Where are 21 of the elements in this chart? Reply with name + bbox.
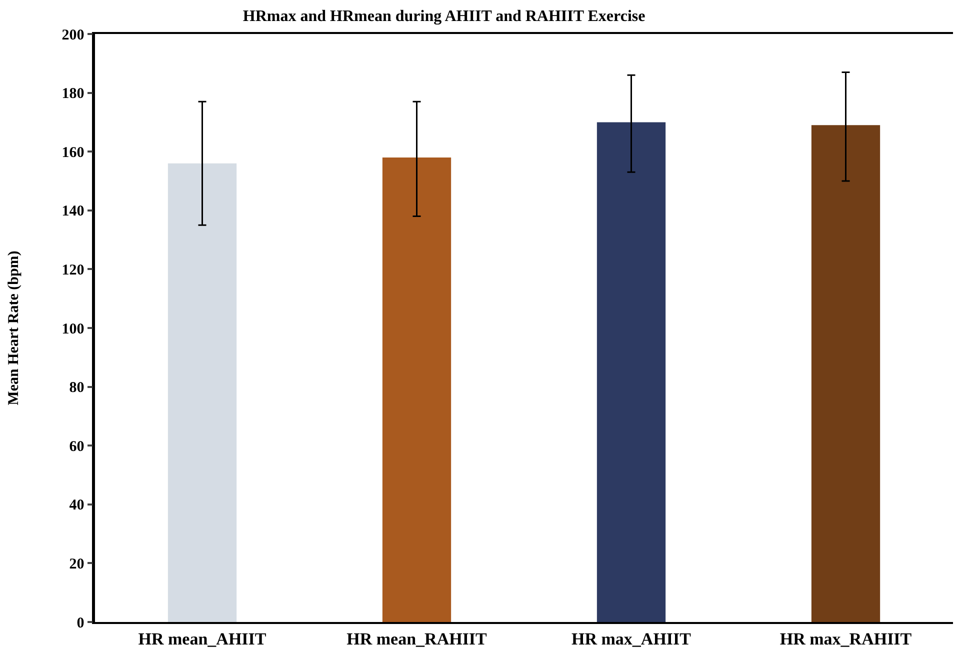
y-tick-label: 20 xyxy=(69,556,84,572)
x-tick-label: HR max_AHIIT xyxy=(572,629,692,648)
chart-title: HRmax and HRmean during AHIIT and RAHIIT Exercise xyxy=(242,8,646,26)
bar xyxy=(596,122,666,622)
y-tick-label: 180 xyxy=(62,86,84,102)
y-tick-label: 100 xyxy=(62,321,84,338)
y-tick-label: 140 xyxy=(62,204,84,220)
y-tick-label: 120 xyxy=(62,262,84,278)
x-tick-label: HR max_RAHIIT xyxy=(780,629,912,648)
y-tick-label: 200 xyxy=(62,27,84,44)
y-tick-label: 60 xyxy=(69,438,84,455)
bar xyxy=(382,157,452,622)
y-axis-title: Mean Heart Rate (bpm) xyxy=(6,250,22,406)
x-tick-label: HR mean_AHIIT xyxy=(138,629,267,648)
y-tick-label: 0 xyxy=(76,615,84,632)
x-tick-label: HR mean_RAHIIT xyxy=(346,629,488,648)
y-tick-label: 160 xyxy=(62,144,84,161)
y-tick-label: 80 xyxy=(69,380,84,396)
bar xyxy=(811,125,880,622)
bar xyxy=(168,163,237,622)
y-tick-label: 40 xyxy=(69,498,84,514)
